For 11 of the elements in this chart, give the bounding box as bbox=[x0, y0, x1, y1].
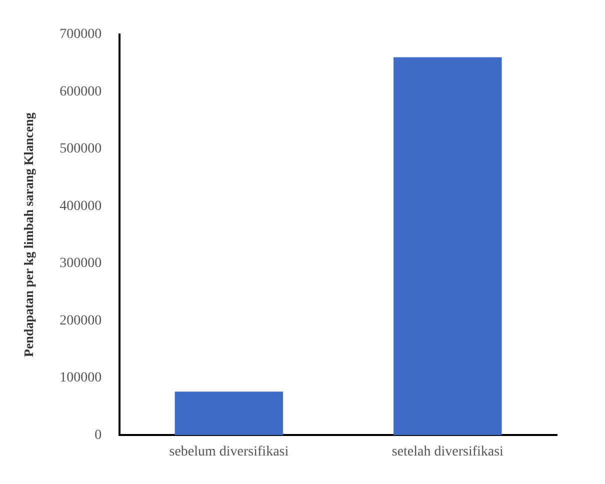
y-tick-label: 700000 bbox=[60, 27, 102, 42]
y-tick-label: 100000 bbox=[60, 370, 102, 386]
y-tick-label: 500000 bbox=[60, 142, 102, 157]
y-tick-label: 300000 bbox=[60, 256, 102, 272]
y-axis-title: Pendapatan per kg limbah sarang Klanceng bbox=[21, 112, 36, 357]
y-tick-label: 600000 bbox=[60, 84, 102, 100]
y-tick-label: 400000 bbox=[60, 198, 102, 214]
x-tick-label: sebelum diversifikasi bbox=[169, 444, 289, 460]
y-tick-label: 0 bbox=[94, 428, 102, 443]
y-tick-label: 200000 bbox=[60, 313, 102, 328]
x-tick-label: setelah diversifikasi bbox=[392, 444, 504, 460]
